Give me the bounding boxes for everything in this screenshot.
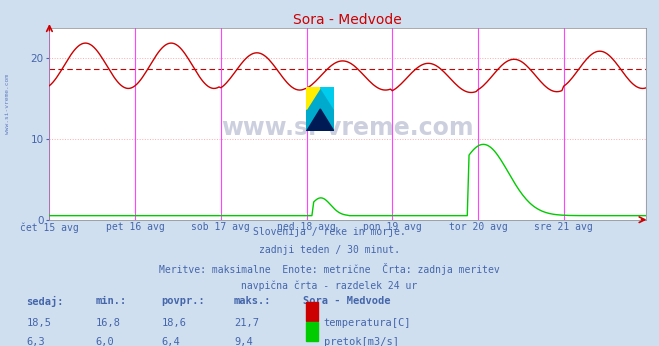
Text: 21,7: 21,7 [234, 318, 259, 328]
Text: Meritve: maksimalne  Enote: metrične  Črta: zadnja meritev: Meritve: maksimalne Enote: metrične Črta… [159, 263, 500, 275]
Text: 6,4: 6,4 [161, 337, 180, 346]
Text: Sora - Medvode: Sora - Medvode [303, 296, 391, 306]
Polygon shape [306, 86, 320, 109]
Title: Sora - Medvode: Sora - Medvode [293, 12, 402, 27]
Text: 6,0: 6,0 [96, 337, 114, 346]
Text: 9,4: 9,4 [234, 337, 252, 346]
Text: www.si-vreme.com: www.si-vreme.com [5, 74, 11, 134]
Text: 18,6: 18,6 [161, 318, 186, 328]
Polygon shape [306, 109, 334, 131]
Polygon shape [320, 86, 334, 109]
Text: temperatura[C]: temperatura[C] [324, 318, 411, 328]
Text: zadnji teden / 30 minut.: zadnji teden / 30 minut. [259, 245, 400, 255]
Text: maks.:: maks.: [234, 296, 272, 306]
Text: min.:: min.: [96, 296, 127, 306]
Text: povpr.:: povpr.: [161, 296, 205, 306]
Text: www.si-vreme.com: www.si-vreme.com [221, 116, 474, 139]
Polygon shape [306, 86, 334, 131]
Text: pretok[m3/s]: pretok[m3/s] [324, 337, 399, 346]
Text: sedaj:: sedaj: [26, 296, 64, 307]
Text: 16,8: 16,8 [96, 318, 121, 328]
Text: navpična črta - razdelek 24 ur: navpična črta - razdelek 24 ur [241, 281, 418, 291]
Text: Slovenija / reke in morje.: Slovenija / reke in morje. [253, 227, 406, 237]
Text: 18,5: 18,5 [26, 318, 51, 328]
Text: 6,3: 6,3 [26, 337, 45, 346]
